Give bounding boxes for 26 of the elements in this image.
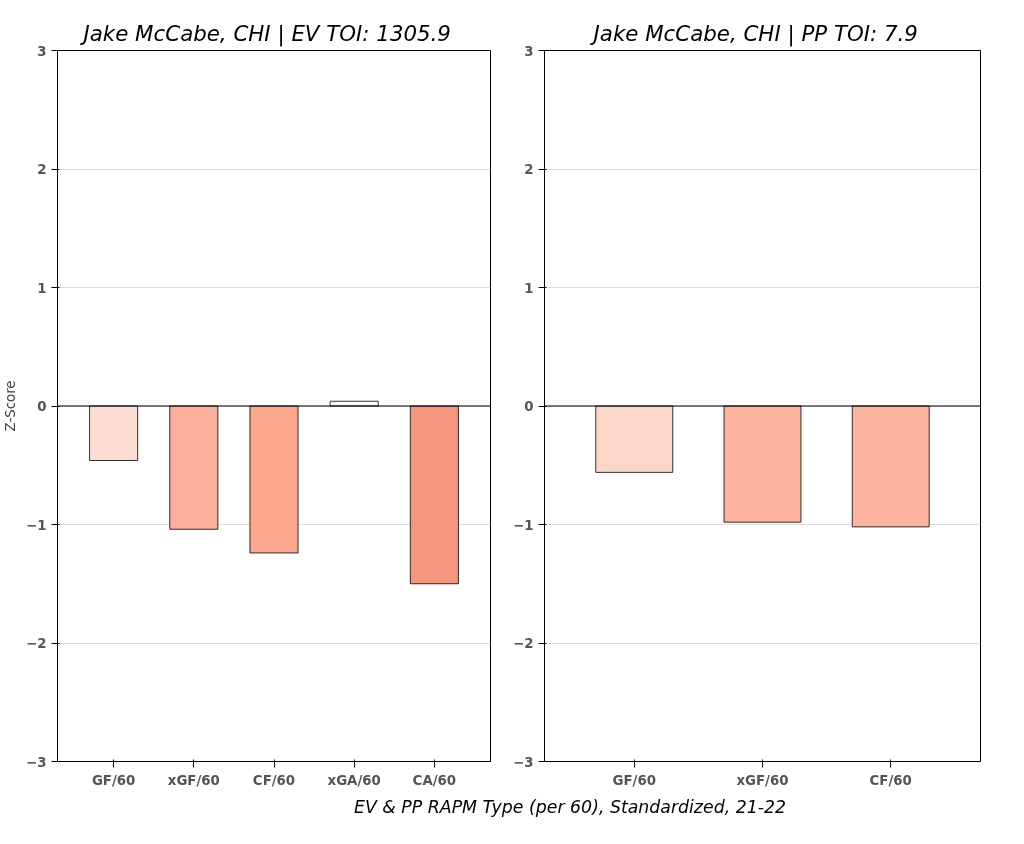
x-tick-label: xGF/60 xyxy=(736,772,789,788)
y-axis-title: Z-Score xyxy=(3,380,19,432)
y-tick-label: 1 xyxy=(37,280,47,296)
x-tick-label: GF/60 xyxy=(612,772,656,788)
y-tick-label: 3 xyxy=(37,43,47,59)
y-tick-label: 2 xyxy=(524,162,534,177)
x-tick-label: xGA/60 xyxy=(327,772,381,788)
x-tick-label: CA/60 xyxy=(412,772,457,788)
x-tick-label: CF/60 xyxy=(252,772,296,788)
y-tick-label: −2 xyxy=(513,636,534,651)
y-tick-label: 1 xyxy=(524,280,534,296)
y-tick-label: −1 xyxy=(26,517,47,533)
y-tick-label: 0 xyxy=(524,399,534,414)
chart-title: Jake McCabe, CHI | PP TOI: 7.9 xyxy=(589,20,918,47)
y-tick-label: −2 xyxy=(26,636,47,651)
y-tick-label: 3 xyxy=(524,43,534,59)
x-tick-label: xGF/60 xyxy=(167,772,220,788)
x-tick-label: GF/60 xyxy=(91,772,136,788)
y-tick-label: −1 xyxy=(513,517,534,533)
x-tick-label: CF/60 xyxy=(869,772,912,788)
y-tick-label: −3 xyxy=(513,754,534,770)
y-tick-label: 2 xyxy=(37,162,47,177)
chart-title: Jake McCabe, CHI | EV TOI: 1305.9 xyxy=(79,20,451,47)
text: EV & PP RAPM Type (per 60), Standardized, 21-22 xyxy=(354,796,786,819)
y-tick-label: −3 xyxy=(26,754,47,770)
y-tick-label: 0 xyxy=(37,399,47,414)
